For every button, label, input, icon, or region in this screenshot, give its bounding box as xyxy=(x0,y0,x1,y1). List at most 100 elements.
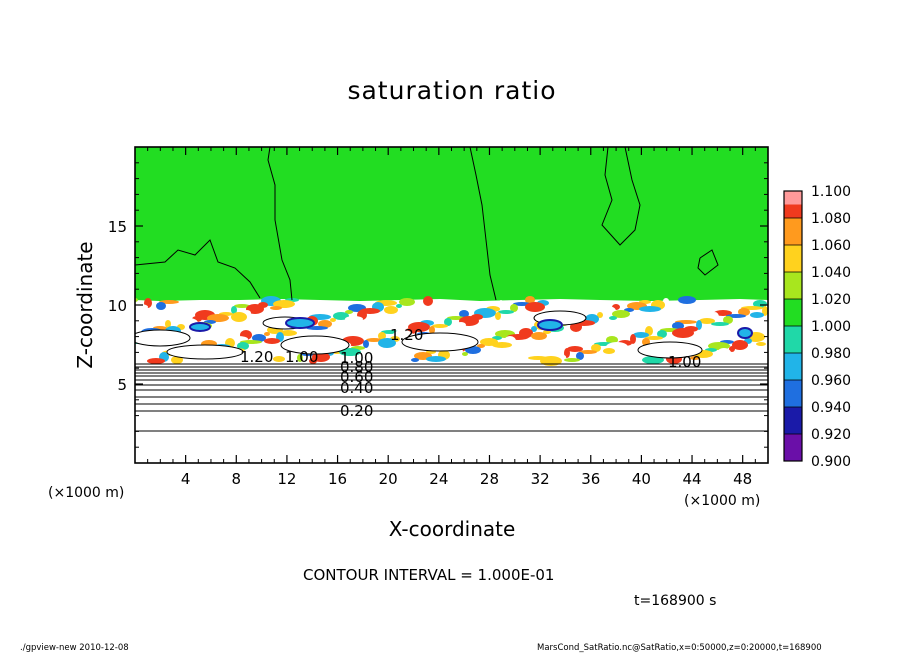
cloud-patch xyxy=(663,298,669,304)
cloud-patch xyxy=(672,328,694,338)
cloud-patch xyxy=(234,304,250,308)
footer-program-date: ./gpview-new 2010-12-08 xyxy=(20,643,129,653)
cloud-patch xyxy=(633,332,649,338)
colorbar-band xyxy=(784,434,802,448)
cloud-patch xyxy=(708,342,730,350)
cloud-patch xyxy=(147,358,165,364)
colorbar-band xyxy=(784,420,802,434)
cloud-patch xyxy=(279,330,297,336)
y-axis-title: Z-coordinate xyxy=(73,241,97,368)
cloud-patch xyxy=(273,356,285,362)
cloud-patch xyxy=(366,338,382,342)
cloud-patch xyxy=(456,322,466,328)
cloud-patch xyxy=(609,316,617,320)
colorbar-band xyxy=(784,312,802,326)
undersaturated-pocket xyxy=(285,317,315,329)
cloud-patch xyxy=(564,358,580,362)
cloud-patch xyxy=(642,356,664,364)
x-tick-label: 40 xyxy=(632,470,651,488)
colorbar-band xyxy=(784,258,802,272)
y-tick-label: 5 xyxy=(117,376,127,394)
contour-label: 0.80 xyxy=(340,358,373,376)
x-tick-label: 20 xyxy=(379,470,398,488)
x-tick-label: 28 xyxy=(480,470,499,488)
cloud-patch xyxy=(579,350,597,354)
contour-label: 1.20 xyxy=(240,348,273,366)
cloud-patch xyxy=(426,356,446,362)
colorbar-band xyxy=(784,393,802,407)
cloud-patch xyxy=(630,334,636,344)
saturated-region xyxy=(135,147,768,301)
cloud-patch xyxy=(270,306,282,310)
cloud-patch xyxy=(429,326,435,334)
contour-line xyxy=(135,403,768,405)
colorbar-label: 0.900 xyxy=(811,454,851,470)
cloud-patch xyxy=(600,306,616,316)
cloud-patch xyxy=(498,300,504,310)
chart-title: saturation ratio xyxy=(347,76,557,105)
cloud-patch xyxy=(330,318,336,322)
colorbar-label: 1.080 xyxy=(811,211,851,227)
cloud-lens xyxy=(637,341,703,359)
contour-line xyxy=(135,410,768,412)
cloud-patch xyxy=(510,304,518,312)
cloud-patch xyxy=(756,342,766,346)
cloud-patch xyxy=(612,310,630,318)
cloud-lens xyxy=(401,332,479,352)
cloud-patch xyxy=(711,322,729,326)
cloud-patch xyxy=(396,304,402,308)
colorbar-band xyxy=(784,231,802,245)
contour-label: 1.00 xyxy=(668,353,701,371)
colorbar-label: 1.100 xyxy=(811,184,851,200)
cloud-patch xyxy=(738,308,750,316)
colorbar-band xyxy=(784,366,802,380)
plot-area xyxy=(135,147,768,463)
cloud-patch xyxy=(312,352,330,362)
cloud-patch xyxy=(273,300,295,308)
y-tick-label: 10 xyxy=(108,297,127,315)
contour-line xyxy=(135,379,768,381)
cloud-patch xyxy=(156,302,166,310)
cloud-patch xyxy=(231,306,237,314)
x-tick-label: 12 xyxy=(277,470,296,488)
x-axis-unit-label-right: (×1000 m) xyxy=(684,493,760,509)
colorbar-label: 1.060 xyxy=(811,238,851,254)
cloud-patch xyxy=(387,356,401,366)
cloud-patch xyxy=(699,318,715,324)
cloud-patch xyxy=(564,348,570,358)
contour-line xyxy=(135,369,768,371)
colorbar-label: 0.960 xyxy=(811,373,851,389)
contour-label: 0.40 xyxy=(340,379,373,397)
colorbar-band xyxy=(784,353,802,367)
cloud-patch xyxy=(264,338,280,344)
contour-line xyxy=(135,239,261,299)
cloud-patch xyxy=(753,300,767,308)
colorbar-band xyxy=(784,407,802,421)
cloud-patch xyxy=(306,326,328,330)
cloud-patch xyxy=(597,312,603,318)
colorbar: 0.900 0.920 0.940 0.960 0.980 1.000 1.020 1.040… xyxy=(783,184,851,470)
colorbar-band xyxy=(784,380,802,394)
cloud-patch xyxy=(525,302,545,312)
colorbar-label: 1.040 xyxy=(811,265,851,281)
cloud-patch xyxy=(237,342,249,350)
cloud-patch xyxy=(567,346,583,352)
colorbar-band xyxy=(784,204,802,218)
colorbar-band xyxy=(784,339,802,353)
colorbar-band xyxy=(784,191,802,205)
cloud-patch xyxy=(378,338,396,348)
cloud-patch xyxy=(384,306,398,314)
x-tick-label: 48 xyxy=(733,470,752,488)
contour-label: 1.00 xyxy=(340,349,373,367)
contour-interval-note: CONTOUR INTERVAL = 1.000E-01 xyxy=(303,566,555,584)
contour-label: 1.00 xyxy=(285,348,318,366)
cloud-patch xyxy=(459,310,469,318)
y-tick-label: 15 xyxy=(108,218,127,236)
cloud-patch xyxy=(678,296,696,304)
contour-line xyxy=(135,430,768,432)
cloud-patch xyxy=(540,356,562,366)
cloud-patch xyxy=(477,344,485,348)
contour-line xyxy=(267,147,293,301)
cloud-patch xyxy=(378,332,386,340)
x-tick-label: 24 xyxy=(429,470,448,488)
